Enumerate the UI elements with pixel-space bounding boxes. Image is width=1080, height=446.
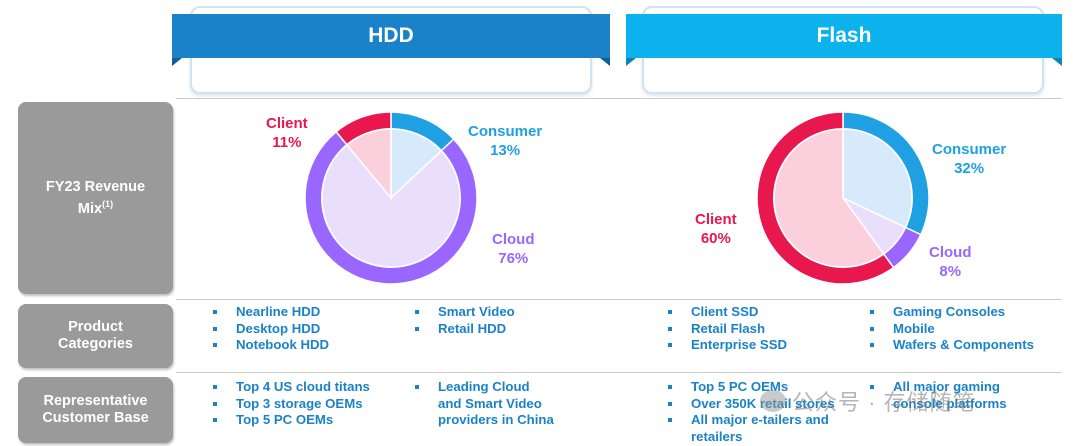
flash-consumer-label: Consumer 32%: [932, 141, 1007, 177]
list-item-line: All major e-tailers and: [691, 412, 829, 427]
list-item-line: console platforms: [893, 395, 1007, 411]
list-item: Client SSD: [665, 304, 787, 321]
revenue-footnote-mark: (1): [102, 198, 114, 209]
flash-cloud-label: Cloud 8%: [929, 244, 972, 280]
row-label-product-categories: Product Categories: [18, 304, 173, 368]
list-item: Top 3 storage OEMs: [210, 396, 370, 413]
product-label-line2: Categories: [58, 336, 133, 352]
flash-products-col1: Client SSD Retail Flash Enterprise SSD: [665, 304, 787, 354]
divider-product-customer: [176, 372, 1062, 373]
hdd-client-label: Client 11%: [266, 115, 308, 151]
hdd-column-header: HDD: [172, 14, 610, 66]
list-item: Notebook HDD: [210, 337, 329, 354]
list-item: Desktop HDD: [210, 321, 329, 338]
list-item: All major e-tailers and retailers: [665, 412, 835, 445]
divider-top: [176, 98, 1062, 99]
list-item: Nearline HDD: [210, 304, 329, 321]
customer-label-line2: Customer Base: [42, 410, 149, 426]
list-item: Retail HDD: [412, 321, 515, 338]
wechat-icon: [760, 390, 786, 412]
hdd-products-col1: Nearline HDD Desktop HDD Notebook HDD: [210, 304, 329, 354]
list-item: All major gaming console platforms: [867, 379, 1007, 412]
hdd-cloud-label: Cloud 76%: [492, 231, 535, 267]
flash-customers-col2: All major gaming console platforms: [867, 379, 1007, 412]
list-item: Gaming Consoles: [867, 304, 1034, 321]
list-item: Top 5 PC OEMs: [665, 379, 835, 396]
list-item: Retail Flash: [665, 321, 787, 338]
pie-slice-consumer: [842, 128, 913, 229]
hdd-customers-col2: Leading Cloud and Smart Video providers …: [412, 379, 554, 429]
flash-revenue-mix-chart: [756, 111, 930, 285]
flash-products-col2: Gaming Consoles Mobile Wafers & Componen…: [867, 304, 1034, 354]
row-label-customer-base: Representative Customer Base: [18, 377, 173, 443]
hdd-products-col2: Smart Video Retail HDD: [412, 304, 515, 337]
list-item: Top 5 PC OEMs: [210, 412, 370, 429]
hdd-revenue-mix-chart: [304, 111, 478, 285]
hdd-customers-col1: Top 4 US cloud titans Top 3 storage OEMs…: [210, 379, 370, 429]
hdd-consumer-label: Consumer 13%: [468, 123, 543, 159]
list-item: Wafers & Components: [867, 337, 1034, 354]
list-item-line: All major gaming: [893, 379, 1000, 394]
list-item-line: Leading Cloud: [438, 379, 530, 394]
customer-label-line1: Representative: [43, 393, 148, 409]
list-item: Leading Cloud and Smart Video providers …: [412, 379, 554, 429]
list-item: Mobile: [867, 321, 1034, 338]
product-label-line1: Product: [68, 319, 123, 335]
watermark-text: 公众号 · 存储随笔: [792, 390, 976, 415]
flash-column-header: Flash: [626, 14, 1062, 66]
watermark: 公众号 · 存储随笔: [760, 385, 976, 417]
list-item: Smart Video: [412, 304, 515, 321]
pie-slice-client: [345, 128, 392, 201]
revenue-label-line2: Mix: [77, 200, 103, 217]
flash-client-label: Client 60%: [695, 211, 737, 247]
row-label-revenue-mix: FY23 Revenue Mix(1): [18, 102, 173, 294]
pie-slice-consumer: [390, 128, 443, 200]
list-item-line: and Smart Video: [438, 395, 542, 411]
pie-slice-cloud: [321, 143, 461, 268]
list-item: Top 4 US cloud titans: [210, 379, 370, 396]
pie-slice-client: [773, 128, 885, 268]
list-item: Enterprise SSD: [665, 337, 787, 354]
list-item-line: providers in China: [438, 412, 554, 427]
divider-revenue-product: [176, 299, 1062, 300]
revenue-label-line1: FY23 Revenue: [45, 178, 146, 195]
list-item-line: retailers: [691, 428, 743, 444]
